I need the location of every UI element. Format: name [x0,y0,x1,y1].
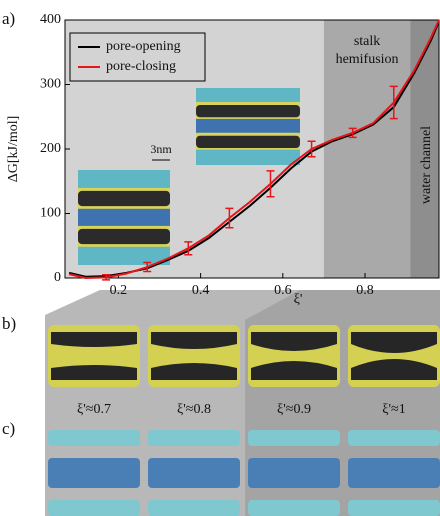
water-snapshot [248,430,340,446]
panel-label: b) [2,314,16,333]
snapshot-panels: ξ'≈0.7 ξ'≈0.8 ξ'≈0.9 ξ'≈1 [45,290,440,516]
snapshot-label: ξ'≈0.9 [277,402,311,417]
region-label: stalk [354,34,380,49]
lipid-tail [78,191,170,206]
y-tick-label: 200 [40,141,61,156]
panel-label: a) [2,9,15,28]
water-snapshot [48,458,140,488]
water-snapshot [48,500,140,516]
figure: ξ'≈0.7 ξ'≈0.8 ξ'≈0.9 ξ'≈1 stalk hemifusion wa… [0,0,440,516]
water-snapshot [248,458,340,488]
water-snapshot [248,500,340,516]
lipid-tail [78,229,170,244]
snapshot-label: ξ'≈0.8 [177,402,211,417]
x-tick-label: 0.6 [274,283,292,298]
water-snapshot [348,500,440,516]
y-tick-label: 100 [40,206,61,221]
water-snapshot [148,430,240,446]
scale-bar-label: 3nm [150,142,172,156]
water-snapshot [148,500,240,516]
water-snapshot [348,458,440,488]
y-tick-label: 400 [40,12,61,27]
lipid-tail [196,136,300,148]
x-tick-label: 0.4 [192,283,210,298]
legend-label: pore-opening [106,39,181,54]
lipid-tail [196,105,300,117]
region-label: water channel [419,126,434,204]
panel-label: c) [2,419,15,438]
y-tick-label: 0 [54,270,61,285]
y-tick-label: 300 [40,77,61,92]
region-label: hemifusion [336,52,399,67]
x-tick-label: 0.2 [110,283,128,298]
legend-label: pore-closing [106,59,176,74]
water-snapshot [348,430,440,446]
y-axis-label: ΔG[kJ/mol] [6,116,21,183]
water-snapshot [148,458,240,488]
x-tick-label: 0.8 [356,283,374,298]
water-snapshot [48,430,140,446]
snapshot-label: ξ'≈1 [382,402,405,417]
x-axis-label: ξ' [294,292,303,307]
snapshot-label: ξ'≈0.7 [77,402,111,417]
